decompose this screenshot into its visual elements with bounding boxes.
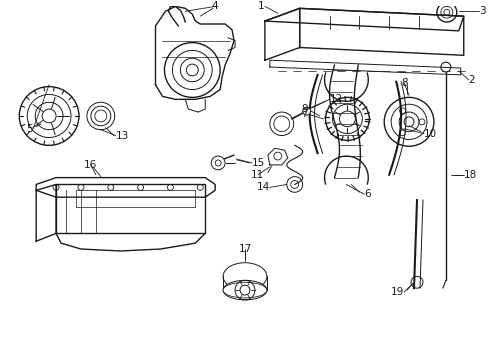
Circle shape bbox=[87, 102, 115, 130]
Ellipse shape bbox=[223, 282, 266, 298]
Text: 5: 5 bbox=[26, 124, 33, 134]
Text: 16: 16 bbox=[84, 160, 97, 170]
Text: 17: 17 bbox=[238, 244, 251, 254]
Polygon shape bbox=[264, 8, 463, 31]
Circle shape bbox=[325, 97, 368, 140]
Text: 9: 9 bbox=[301, 104, 307, 114]
Circle shape bbox=[436, 3, 456, 22]
Ellipse shape bbox=[223, 263, 266, 290]
Text: 13: 13 bbox=[116, 131, 129, 140]
Text: 18: 18 bbox=[463, 170, 476, 180]
Polygon shape bbox=[36, 177, 215, 197]
Text: 12: 12 bbox=[329, 94, 342, 104]
Circle shape bbox=[332, 104, 362, 134]
Polygon shape bbox=[267, 148, 287, 165]
Circle shape bbox=[390, 104, 426, 139]
Polygon shape bbox=[36, 184, 56, 241]
Text: 10: 10 bbox=[423, 129, 436, 139]
Text: 1: 1 bbox=[258, 1, 264, 12]
Circle shape bbox=[19, 87, 79, 145]
Text: 2: 2 bbox=[468, 75, 474, 85]
Circle shape bbox=[440, 62, 450, 72]
Text: 6: 6 bbox=[364, 189, 370, 199]
Polygon shape bbox=[299, 8, 463, 55]
Polygon shape bbox=[56, 184, 205, 233]
Circle shape bbox=[180, 58, 204, 82]
Circle shape bbox=[164, 42, 220, 97]
Ellipse shape bbox=[223, 280, 266, 300]
Text: 11: 11 bbox=[251, 170, 264, 180]
Text: 3: 3 bbox=[478, 6, 484, 16]
Circle shape bbox=[172, 50, 212, 90]
Text: 15: 15 bbox=[251, 158, 264, 168]
Text: 14: 14 bbox=[256, 183, 269, 192]
Polygon shape bbox=[155, 6, 234, 99]
Text: 19: 19 bbox=[390, 287, 403, 297]
Text: 4: 4 bbox=[211, 1, 218, 12]
Circle shape bbox=[269, 112, 293, 135]
Circle shape bbox=[27, 94, 71, 138]
Polygon shape bbox=[269, 60, 460, 75]
Circle shape bbox=[211, 156, 224, 170]
Text: 8: 8 bbox=[400, 78, 407, 88]
Circle shape bbox=[302, 107, 310, 115]
Text: 7: 7 bbox=[301, 109, 307, 119]
Circle shape bbox=[384, 97, 433, 146]
Polygon shape bbox=[264, 8, 299, 60]
Circle shape bbox=[286, 177, 302, 192]
